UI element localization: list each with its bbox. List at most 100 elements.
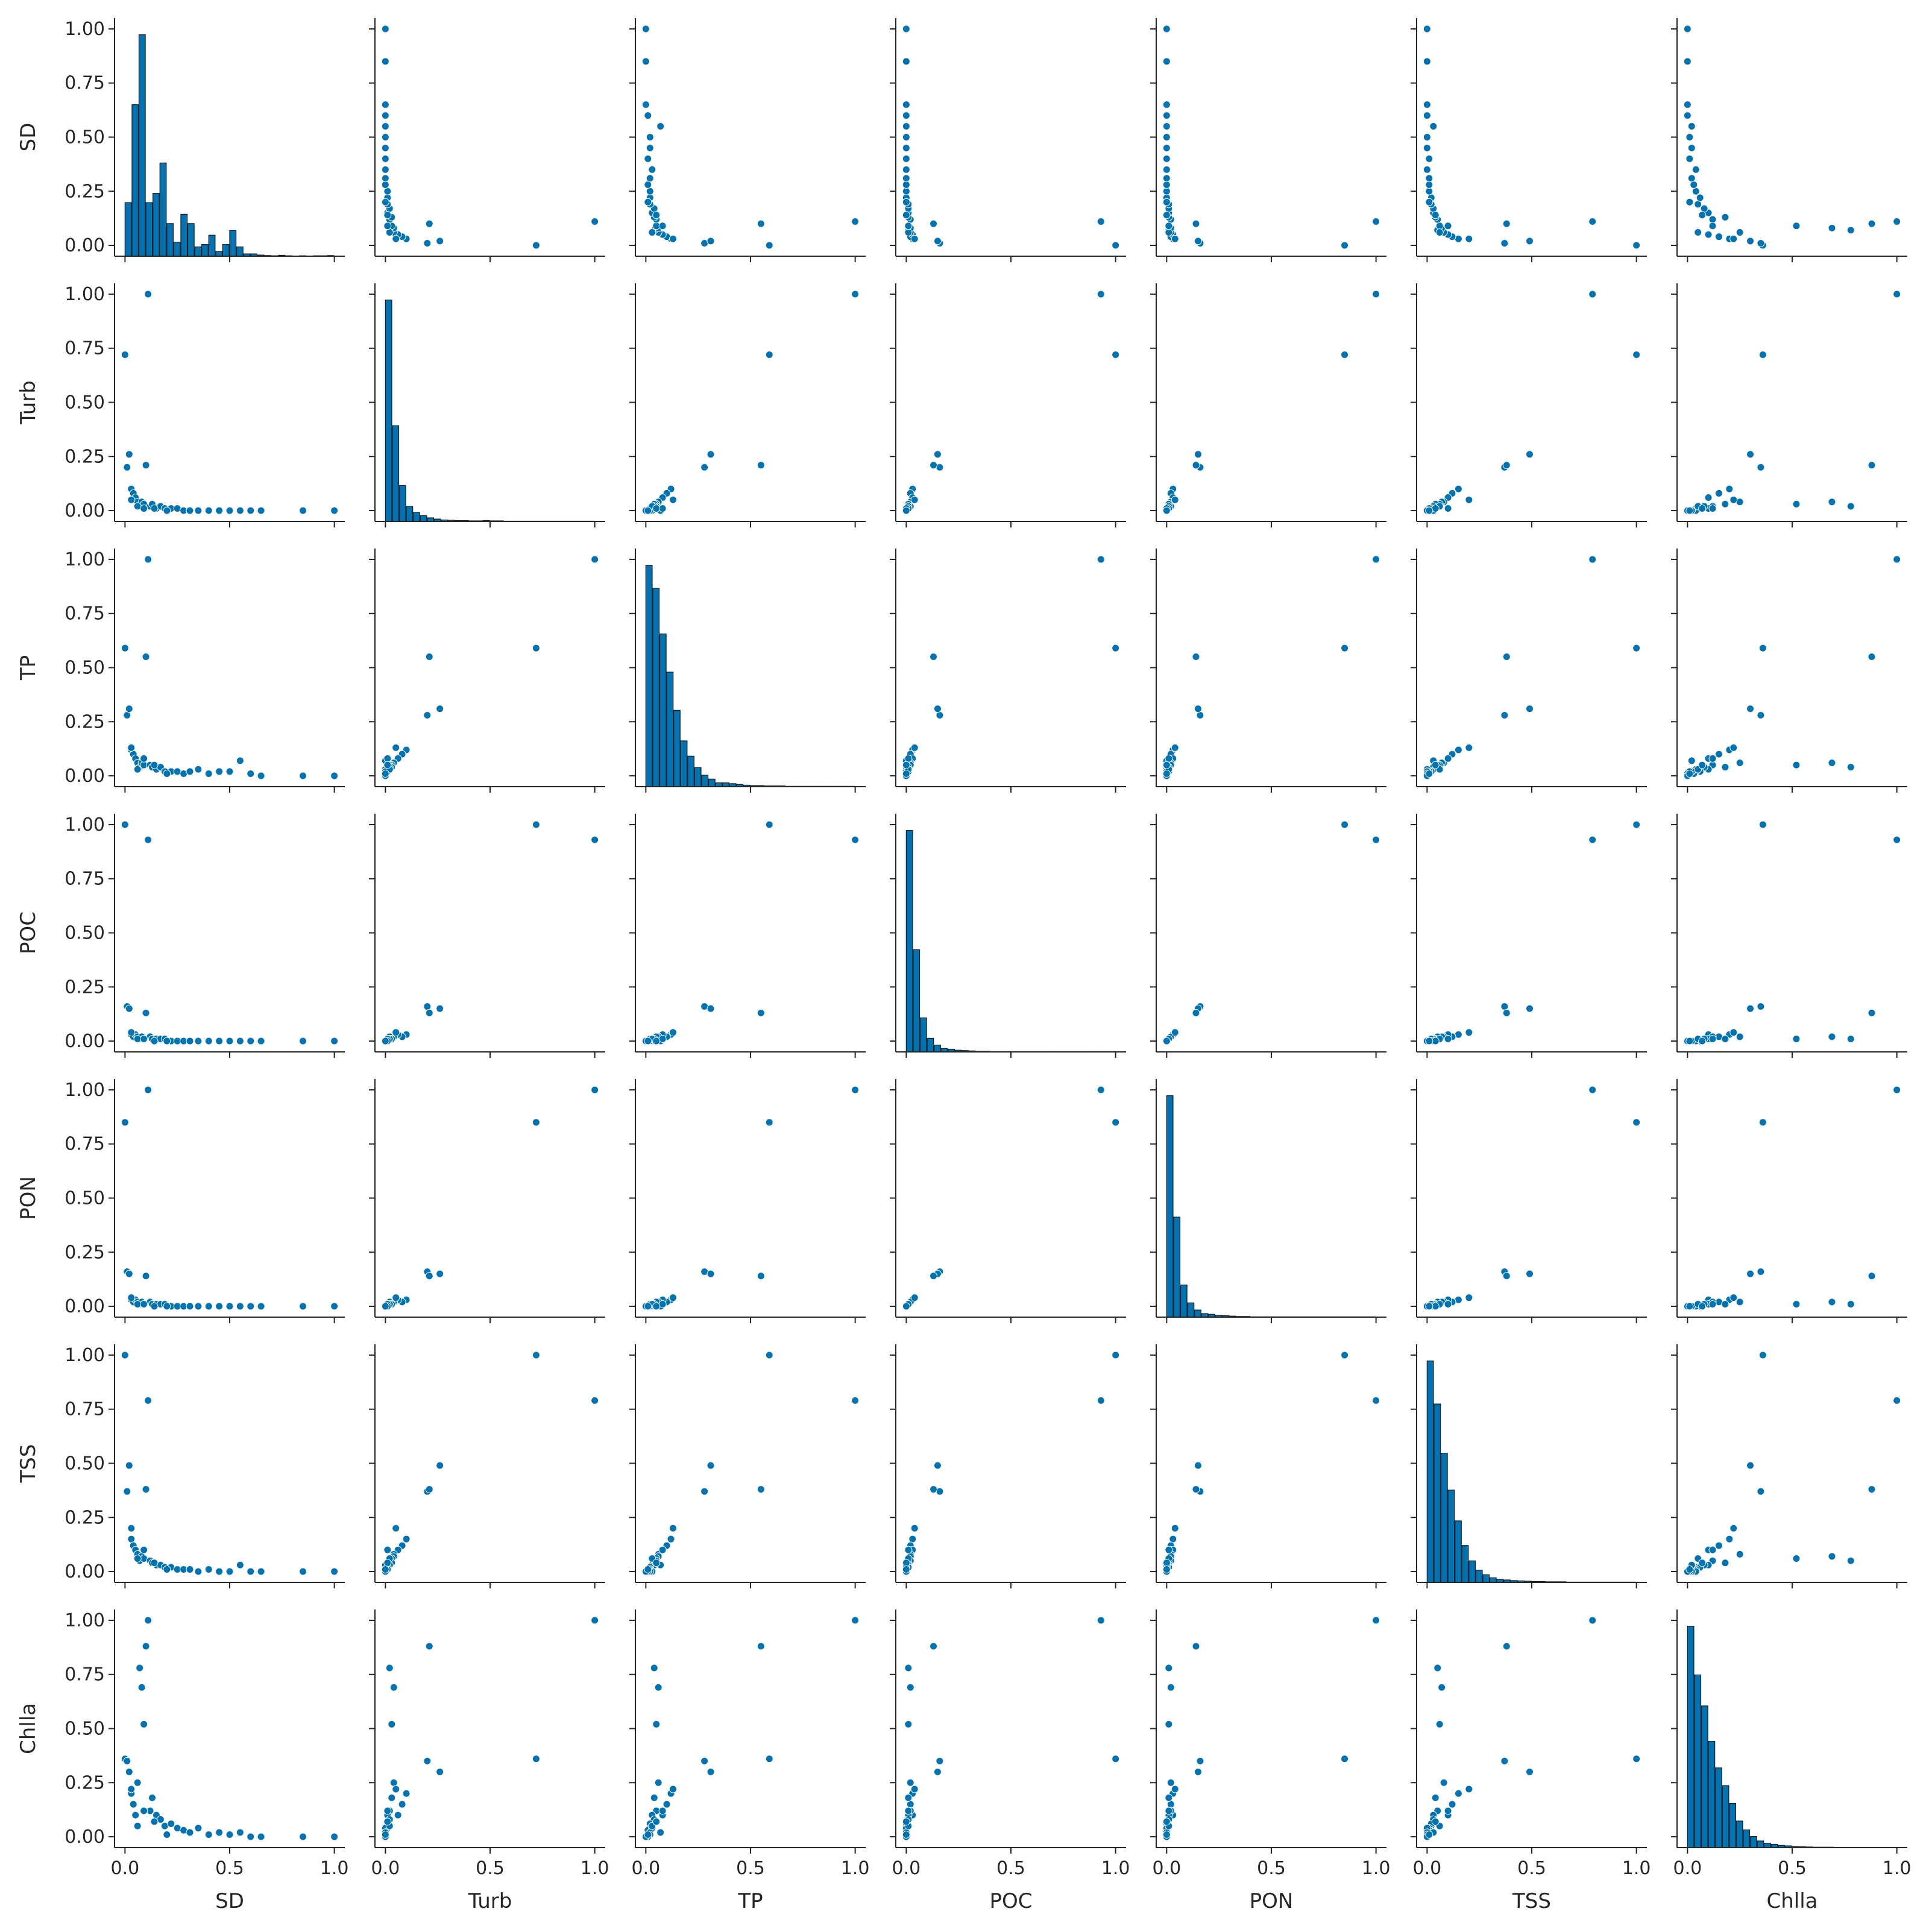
x-axis-label: Chlla — [1766, 1889, 1817, 1913]
scatter-point — [299, 506, 307, 515]
scatter-point — [700, 463, 709, 471]
scatter-point — [140, 1034, 148, 1043]
scatter-point — [765, 1118, 773, 1127]
scatter-point — [1721, 1034, 1729, 1043]
scatter-point — [707, 237, 715, 245]
scatter-point — [930, 1272, 938, 1280]
panel-Turb-vs-SD: 0.00 0.25 0.50 0.75 1.00 Turb — [16, 283, 345, 527]
scatter-point — [1828, 1033, 1836, 1041]
scatter-point — [1162, 174, 1171, 183]
scatter-point — [381, 25, 389, 33]
scatter-point — [1162, 211, 1171, 219]
scatter-point — [1465, 1294, 1473, 1302]
scatter-point — [1893, 1396, 1901, 1405]
panel-Chlla-vs-Chlla: 0.0 0.5 1.0 Chlla — [1671, 1609, 1911, 1913]
scatter-point — [1192, 1642, 1200, 1650]
scatter-point — [127, 496, 136, 504]
scatter-point — [133, 1778, 142, 1787]
scatter-point — [392, 234, 400, 243]
scatter-point — [1171, 234, 1179, 243]
scatter-point — [669, 234, 678, 243]
scatter-point — [394, 1811, 402, 1819]
hist-bar — [406, 506, 414, 522]
hist-bar — [1440, 1453, 1448, 1583]
scatter-point — [591, 835, 599, 844]
panel-Turb-vs-TP — [629, 283, 866, 527]
panel-SD-vs-Turb — [369, 18, 605, 262]
scatter-point — [902, 1559, 910, 1567]
scatter-point — [186, 767, 194, 776]
scatter-point — [247, 1037, 255, 1045]
hist-bar — [1447, 1490, 1455, 1583]
scatter-point — [225, 767, 234, 776]
scatter-point — [436, 1270, 444, 1278]
panel-Turb-vs-Turb — [369, 283, 605, 527]
scatter-point — [1423, 165, 1431, 174]
scatter-point — [930, 1642, 938, 1650]
scatter-point — [247, 769, 255, 778]
y-tick-label: 0.00 — [65, 1296, 105, 1317]
scatter-point — [257, 506, 265, 515]
scatter-point — [163, 506, 171, 515]
scatter-point — [1746, 1004, 1755, 1013]
scatter-point — [402, 1535, 411, 1543]
panel-Turb-vs-PON — [1150, 283, 1386, 527]
scatter-point — [1694, 200, 1702, 209]
panel-TSS-vs-Chlla — [1671, 1344, 1907, 1588]
scatter-point — [186, 506, 194, 515]
scatter-point — [1792, 761, 1801, 769]
scatter-point — [1683, 57, 1692, 66]
scatter-point — [1588, 290, 1597, 298]
panel-SD-vs-TP — [629, 18, 866, 262]
panel-Chlla-vs-TP: 0.0 0.5 1.0 TP — [629, 1609, 869, 1913]
scatter-point — [644, 1830, 652, 1839]
scatter-point — [1685, 154, 1694, 163]
scatter-point — [123, 1487, 131, 1496]
scatter-point — [236, 1302, 244, 1311]
y-tick-label: 0.00 — [65, 500, 105, 521]
scatter-point — [204, 1565, 213, 1573]
scatter-point — [144, 835, 153, 844]
y-tick-label: 0.25 — [65, 977, 105, 998]
scatter-point — [1169, 1535, 1177, 1543]
scatter-point — [257, 1302, 265, 1311]
panel-Chlla-vs-TSS: 0.0 0.5 1.0 TSS — [1411, 1609, 1651, 1913]
panel-PON-vs-SD: 0.00 0.25 0.50 0.75 1.00 PON — [16, 1079, 345, 1323]
scatter-point — [1165, 222, 1173, 230]
scatter-point — [904, 1807, 913, 1815]
scatter-point — [1526, 450, 1534, 459]
scatter-point — [902, 761, 910, 769]
scatter-point — [381, 174, 389, 183]
panel-TP-vs-Turb — [369, 549, 605, 793]
scatter-point — [247, 1302, 255, 1311]
scatter-point — [163, 1565, 171, 1573]
scatter-point — [1746, 705, 1755, 713]
hist-bar — [392, 425, 400, 522]
panel-TSS-vs-TSS — [1411, 1344, 1647, 1588]
panel-TSS-vs-POC — [890, 1344, 1126, 1588]
hist-bar — [153, 192, 160, 257]
scatter-point — [851, 218, 860, 226]
scatter-point — [388, 1720, 396, 1728]
scatter-point — [1588, 218, 1597, 226]
scatter-point — [1112, 1755, 1120, 1763]
scatter-point — [144, 290, 153, 298]
y-axis-label: PON — [16, 1176, 40, 1220]
scatter-point — [930, 461, 938, 470]
scatter-point — [1736, 759, 1744, 767]
scatter-point — [127, 1028, 136, 1037]
scatter-point — [906, 1778, 914, 1787]
hist-bar — [1433, 1403, 1441, 1583]
scatter-point — [1162, 101, 1171, 109]
scatter-point — [930, 653, 938, 661]
scatter-point — [1194, 705, 1202, 713]
scatter-point — [383, 754, 392, 763]
scatter-point — [902, 133, 910, 141]
scatter-point — [1500, 1002, 1509, 1011]
scatter-point — [654, 1683, 662, 1691]
scatter-point — [1687, 143, 1696, 152]
scatter-point — [127, 743, 136, 752]
y-tick-label: 0.25 — [65, 1772, 105, 1793]
scatter-point — [150, 1817, 159, 1826]
hist-bar — [1166, 1095, 1174, 1318]
